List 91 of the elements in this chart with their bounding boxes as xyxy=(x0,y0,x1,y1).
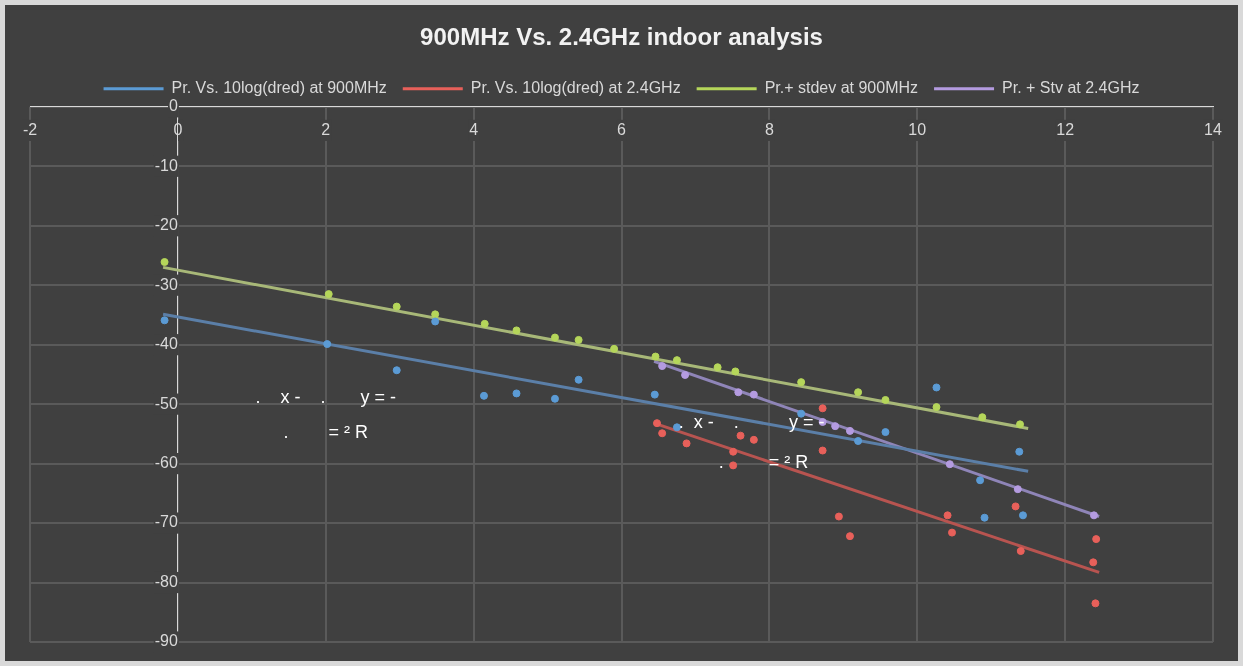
x-tick-label: 12 xyxy=(1056,120,1075,138)
point xyxy=(1089,558,1098,567)
point xyxy=(729,447,738,456)
point xyxy=(845,426,854,435)
point xyxy=(610,344,619,353)
point xyxy=(932,403,941,412)
point xyxy=(854,388,863,397)
legend-label: Pr. + Stv at 2.4GHz xyxy=(1002,79,1140,97)
point xyxy=(1092,535,1101,544)
point xyxy=(978,413,987,422)
y-tick-label: -60 xyxy=(154,454,178,472)
point xyxy=(512,389,521,398)
point xyxy=(834,512,843,521)
point xyxy=(658,362,667,371)
y-tick-label: -20 xyxy=(154,216,178,234)
annotation: . = ² R xyxy=(718,451,809,472)
point xyxy=(160,258,169,267)
y-tick-label: -70 xyxy=(154,513,178,531)
point xyxy=(672,423,681,432)
point xyxy=(976,476,985,485)
point xyxy=(431,317,440,326)
annotation: . = ² R xyxy=(283,422,369,443)
annotation: . x - . y = - xyxy=(255,387,397,408)
point xyxy=(392,302,401,311)
point xyxy=(1091,599,1100,608)
legend-label: Pr.+ stdev at 900MHz xyxy=(764,79,919,97)
point xyxy=(682,439,691,448)
point xyxy=(1089,511,1098,520)
legend-label: Pr. Vs. 10log(dred) at 900MHz xyxy=(171,79,387,97)
point xyxy=(324,290,333,299)
y-tick-label: -10 xyxy=(154,156,178,174)
point xyxy=(881,395,890,404)
point xyxy=(658,429,667,438)
point xyxy=(431,310,440,319)
point xyxy=(650,390,659,399)
point xyxy=(652,419,661,428)
point xyxy=(681,371,690,379)
point xyxy=(651,352,660,361)
point xyxy=(945,460,954,469)
y-tick-label: -80 xyxy=(154,572,178,590)
point xyxy=(729,461,738,470)
point xyxy=(736,431,745,440)
point xyxy=(1013,485,1022,494)
legend-label: Pr. Vs. 10log(dred) at 2.4GHz xyxy=(470,79,681,97)
y-tick-label: -50 xyxy=(154,394,178,412)
point xyxy=(943,511,952,520)
point xyxy=(749,435,758,444)
x-tick-label: 14 xyxy=(1204,120,1222,138)
point xyxy=(1016,547,1025,556)
point xyxy=(713,363,722,372)
point xyxy=(1011,502,1020,511)
point xyxy=(845,532,854,541)
point xyxy=(831,422,840,431)
x-tick-label: 6 xyxy=(617,120,627,138)
y-tick-label: -40 xyxy=(154,335,178,353)
point xyxy=(980,513,989,522)
point xyxy=(1016,420,1025,429)
point xyxy=(672,356,681,365)
point xyxy=(797,378,806,387)
point xyxy=(734,388,743,397)
point xyxy=(749,390,758,399)
x-tick-label: 10 xyxy=(908,120,927,138)
x-tick-label: 2 xyxy=(321,120,331,138)
y-tick-label: -30 xyxy=(154,275,178,293)
point xyxy=(550,333,559,342)
y-tick-label: -90 xyxy=(154,632,178,650)
point xyxy=(574,335,583,344)
point xyxy=(797,409,806,418)
point xyxy=(948,528,956,537)
point xyxy=(550,394,559,403)
point xyxy=(160,316,169,325)
point xyxy=(1015,447,1024,456)
point xyxy=(512,326,521,335)
x-tick-label: 8 xyxy=(764,120,774,138)
point xyxy=(818,446,827,455)
point xyxy=(731,367,740,376)
point xyxy=(392,366,401,375)
point xyxy=(574,375,583,384)
point xyxy=(818,404,827,413)
annotation: . x - . y = - xyxy=(678,411,825,432)
point xyxy=(480,319,489,328)
point xyxy=(932,383,941,392)
point xyxy=(323,340,332,349)
point xyxy=(881,428,890,437)
point xyxy=(479,391,488,400)
point xyxy=(854,437,863,445)
x-tick-label: -2 xyxy=(22,120,38,138)
x-tick-label: 4 xyxy=(469,120,479,138)
chart-title: 900MHz Vs. 2.4GHz indoor analysis xyxy=(420,23,823,51)
point xyxy=(1018,511,1027,520)
y-tick-label: 0 xyxy=(168,97,178,115)
